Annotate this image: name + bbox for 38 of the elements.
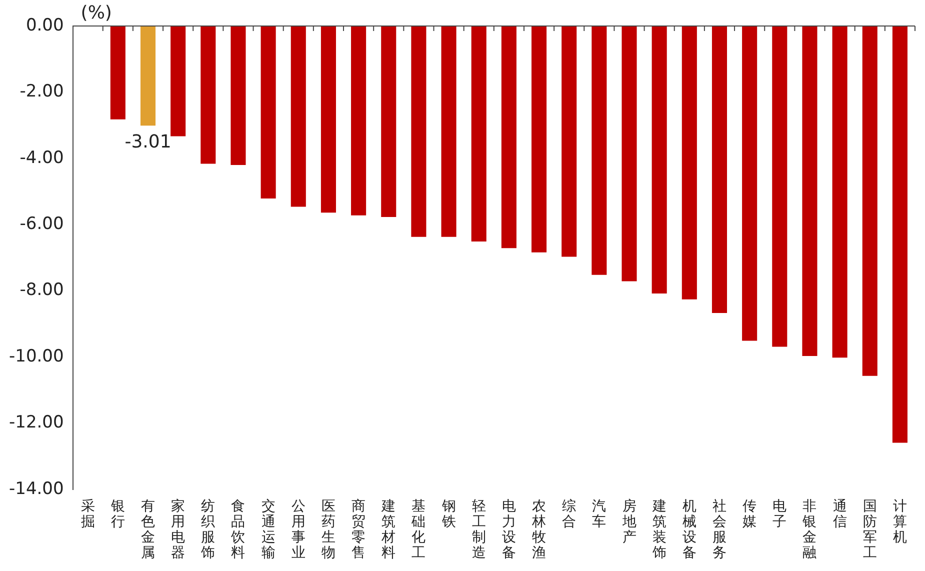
x-tick-label: 通信 (832, 498, 847, 530)
y-tick-label: -12.00 (8, 412, 64, 433)
y-tick-label: -10.00 (8, 346, 64, 366)
x-tick-label: 建筑装饰 (651, 498, 666, 561)
x-tick-label: 钢铁 (440, 498, 456, 530)
x-tick-label: 计算机 (892, 498, 907, 546)
x-tick-label: 轻工制造 (472, 498, 486, 561)
x-tick-label: 食品饮料 (230, 498, 246, 561)
x-tick-label: 汽车 (592, 498, 606, 530)
x-tick-label: 农林牧渔 (531, 498, 546, 561)
x-tick-label: 交通运输 (261, 498, 276, 561)
x-tick-label: 有色金属 (141, 498, 155, 561)
y-tick-label: -8.00 (20, 280, 64, 300)
y-tick-label: -2.00 (20, 82, 64, 102)
x-tick-label: 国防军工 (862, 498, 877, 561)
x-tick-label: 家用电器 (171, 498, 186, 561)
x-tick-label: 医药生物 (321, 498, 336, 561)
data-label: -3.01 (124, 131, 172, 152)
x-tick-label: 非银金融 (802, 498, 817, 561)
x-tick-label: 建筑材料 (380, 498, 396, 561)
x-tick-label: 房地产 (621, 498, 636, 546)
y-axis-title: (%) (80, 2, 112, 24)
x-tick-label: 银行 (110, 498, 125, 530)
x-tick-label: 电子 (772, 498, 787, 530)
y-tick-label: -6.00 (20, 214, 64, 234)
y-tick-label: 0.00 (26, 15, 64, 36)
x-tick-label: 电力设备 (502, 498, 516, 561)
y-tick-label: -4.00 (20, 148, 64, 168)
x-tick-label: 采掘 (80, 498, 95, 530)
y-tick-label: -14.00 (8, 478, 64, 499)
x-tick-label: 传媒 (742, 498, 757, 530)
x-tick-label: 机械设备 (682, 498, 696, 561)
x-tick-label: 商贸零售 (352, 498, 366, 561)
x-tick-label: 基础化工 (410, 498, 426, 561)
x-tick-label: 纺织服饰 (200, 498, 216, 561)
x-tick-label: 综合 (562, 498, 576, 530)
x-tick-label: 公用事业 (291, 498, 306, 561)
x-tick-label: 社会服务 (712, 498, 726, 561)
